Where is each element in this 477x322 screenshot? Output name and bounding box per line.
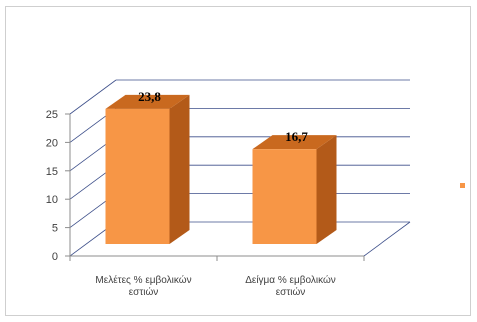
floor-right-edge <box>363 221 411 257</box>
bar-side <box>316 135 337 244</box>
bar <box>252 149 317 244</box>
data-label: 23,8 <box>138 89 161 104</box>
y-tick-label: 0 <box>52 251 58 263</box>
bar-top <box>252 135 337 150</box>
y-tick-label: 5 <box>52 223 58 235</box>
data-label: 16,7 <box>285 129 308 144</box>
bar <box>105 108 170 244</box>
x-category-label-line: εστιών <box>276 286 306 298</box>
bar-top <box>105 94 190 109</box>
x-category-label-line: Δείγμα % εμβολικών <box>245 274 336 286</box>
legend-marker <box>460 183 465 188</box>
y-tick-label: 20 <box>46 137 58 149</box>
y-tick-label: 15 <box>46 166 58 178</box>
x-category-label-line: εστιών <box>129 286 159 298</box>
y-tick-label: 25 <box>46 109 58 121</box>
y-tick-label: 10 <box>46 194 58 206</box>
x-category-label: Μελέτες % εμβολικών εστιών <box>95 274 191 298</box>
bar-side <box>169 94 190 244</box>
gridline-diagonal <box>69 79 117 115</box>
x-category-label: Δείγμα % εμβολικών εστιών <box>245 274 336 298</box>
x-category-label-line: Μελέτες % εμβολικών <box>95 274 191 286</box>
